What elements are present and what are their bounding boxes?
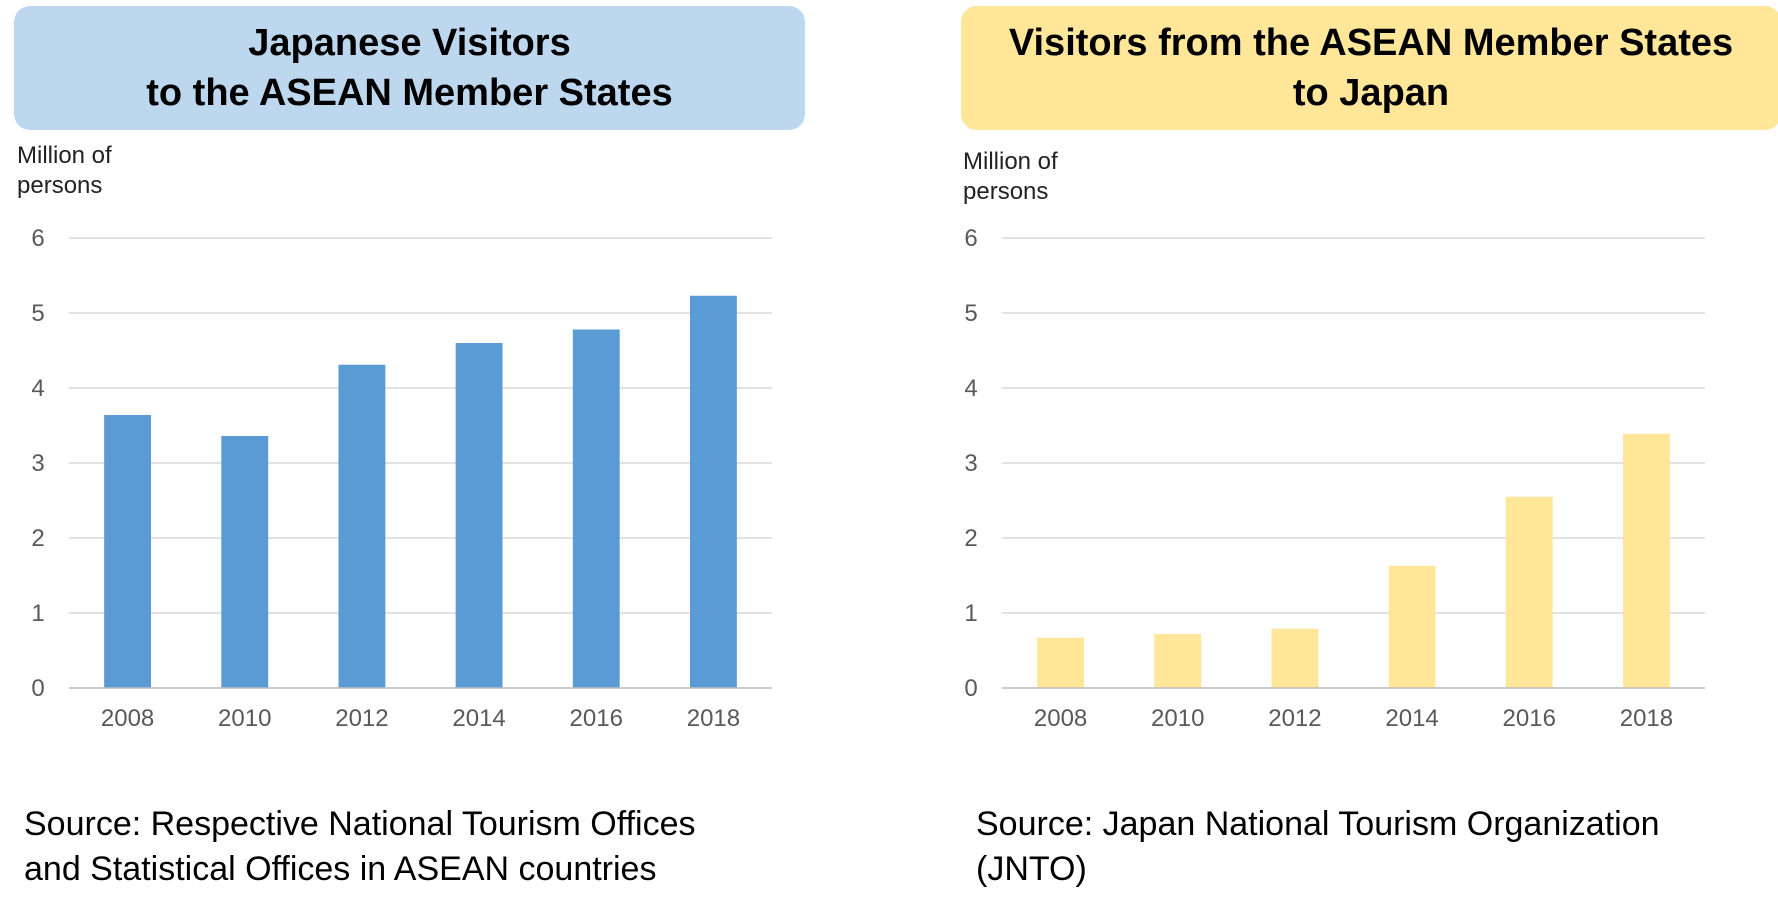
left-source-note: Source: Respective National Tourism Offi… xyxy=(24,802,695,892)
left-chart-title-line-2: to the ASEAN Member States xyxy=(146,72,673,114)
right-chart-panel: Visitors from the ASEAN Member States to… xyxy=(945,0,1778,912)
right-bar-chart: 0 1 2 3 4 5 6 2008 2010 2012 2014 2016 2018 xyxy=(964,225,1705,732)
left-y-axis-unit-label: Million of persons xyxy=(17,142,112,199)
left-source-line-2: and Statistical Offices in ASEAN countri… xyxy=(24,850,657,888)
left-chart-panel: Japanese Visitors to the ASEAN Member St… xyxy=(14,6,805,892)
right-bar-2016 xyxy=(1505,496,1553,688)
right-chart-title-line-2: to Japan xyxy=(1292,72,1450,114)
right-chart-title-line-1: Visitors from the ASEAN Member States xyxy=(1008,22,1734,64)
right-x-tick-label: 2016 xyxy=(1503,705,1556,732)
left-y-tick-label: 6 xyxy=(31,225,44,252)
right-x-tick-label: 2010 xyxy=(1151,705,1204,732)
left-bar-2008 xyxy=(104,415,152,688)
right-bar-2008 xyxy=(1037,637,1085,688)
left-y-tick-label: 3 xyxy=(31,450,44,477)
left-y-tick-label: 5 xyxy=(31,300,44,327)
left-source-line-1: Source: Respective National Tourism Offi… xyxy=(24,805,696,843)
left-bar-2014 xyxy=(455,343,503,688)
right-y-axis-unit-label: Million of persons xyxy=(963,148,1058,205)
left-y-tick-label: 4 xyxy=(31,375,44,402)
right-chart-title-box: Visitors from the ASEAN Member States to… xyxy=(961,6,1778,130)
left-y-tick-label: 2 xyxy=(31,525,44,552)
left-chart-title-line-1: Japanese Visitors xyxy=(248,22,571,64)
right-source-note: Source: Japan National Tourism Organizat… xyxy=(976,802,1660,892)
left-x-tick-label: 2014 xyxy=(452,705,505,732)
right-bar-2010 xyxy=(1154,634,1202,688)
right-y-tick-label: 3 xyxy=(964,450,977,477)
left-x-tick-label: 2008 xyxy=(101,705,154,732)
right-y-tick-label: 0 xyxy=(964,675,977,702)
right-y-tick-label: 4 xyxy=(964,375,977,402)
left-bar-chart: 0 1 2 3 4 5 6 2008 2010 2012 2014 2016 2018 xyxy=(31,225,772,732)
left-x-tick-label: 2018 xyxy=(687,705,740,732)
right-source-line-2: (JNTO) xyxy=(976,850,1087,888)
left-y-tick-label: 0 xyxy=(31,675,44,702)
right-bar-2018 xyxy=(1622,433,1670,688)
right-bar-2014 xyxy=(1388,565,1436,688)
right-x-tick-label: 2012 xyxy=(1268,705,1321,732)
right-x-tick-label: 2018 xyxy=(1620,705,1673,732)
right-bar-2012 xyxy=(1271,628,1319,688)
right-source-line-1: Source: Japan National Tourism Organizat… xyxy=(976,805,1660,843)
right-x-tick-label: 2014 xyxy=(1385,705,1438,732)
left-bar-2016 xyxy=(572,329,620,688)
right-y-tick-label: 6 xyxy=(964,225,977,252)
left-bar-2012 xyxy=(338,364,386,688)
right-y-tick-label: 1 xyxy=(964,600,977,627)
left-x-tick-label: 2010 xyxy=(218,705,271,732)
left-y-tick-label: 1 xyxy=(31,600,44,627)
right-y-tick-label: 5 xyxy=(964,300,977,327)
left-x-tick-label: 2012 xyxy=(335,705,388,732)
left-bar-2018 xyxy=(689,295,737,688)
left-chart-title-box: Japanese Visitors to the ASEAN Member St… xyxy=(14,6,805,130)
left-bar-2010 xyxy=(221,436,269,688)
right-x-tick-label: 2008 xyxy=(1034,705,1087,732)
right-y-tick-label: 2 xyxy=(964,525,977,552)
left-x-tick-label: 2016 xyxy=(570,705,623,732)
